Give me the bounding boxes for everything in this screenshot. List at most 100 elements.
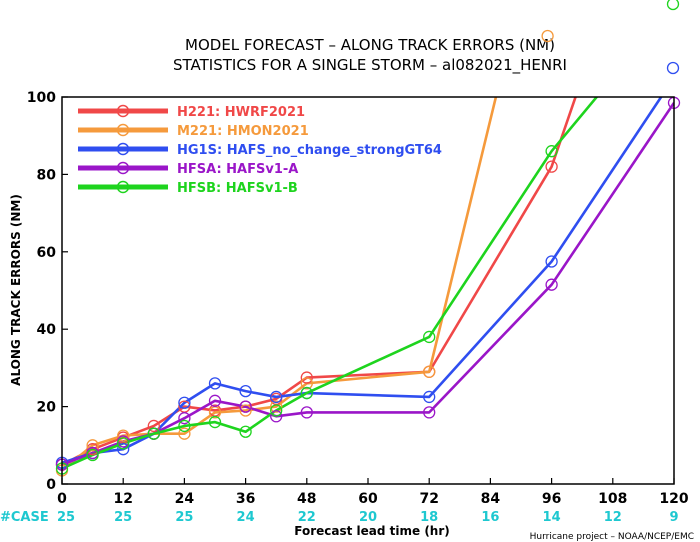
legend-marker — [116, 180, 130, 194]
legend-marker — [116, 104, 130, 118]
data-point-hfsb — [423, 330, 436, 344]
data-point-hg1s — [117, 443, 130, 456]
legend-marker — [116, 161, 130, 175]
legend-series-name: H221 — [177, 105, 215, 120]
x-tick-label: 36 — [236, 491, 255, 507]
data-point-hfsb — [147, 427, 160, 440]
data-point-hfsb — [208, 415, 222, 429]
series-line-h221 — [62, 97, 577, 466]
offscale-marker — [666, 0, 680, 11]
data-point-h221 — [545, 160, 558, 173]
data-point-hfsb — [545, 145, 558, 158]
data-point-hfsa — [178, 412, 191, 425]
x-tick-label: 84 — [481, 491, 501, 507]
y-tick-label: 100 — [27, 90, 56, 106]
data-point-hfsa — [300, 406, 313, 419]
plot-series — [62, 97, 674, 472]
data-point-hg1s — [423, 390, 436, 404]
x-tick-label: 48 — [297, 491, 316, 507]
y-axis-label: ALONG TRACK ERRORS (NM) — [9, 194, 23, 386]
y-tick-label: 0 — [46, 477, 56, 493]
x-tick-label: 0 — [57, 491, 67, 507]
series-line-hfsb — [62, 97, 599, 470]
data-point-hfsb — [239, 425, 252, 438]
case-count: 25 — [114, 510, 132, 525]
x-tick-label: 60 — [358, 491, 378, 507]
data-point-h221 — [300, 371, 313, 384]
case-count: 25 — [57, 510, 75, 525]
case-counts: 25 25 25 24 22 20 18 16 14 12 9 — [57, 510, 679, 525]
y-tick-label: 60 — [37, 245, 57, 261]
legend-label: HG1S: HAFS_no_change_strongGT64 — [177, 143, 442, 158]
case-count: 18 — [420, 510, 438, 525]
data-point-hfsa — [270, 410, 283, 423]
data-point-hfsb — [117, 437, 130, 450]
legend-series-name: HFSB — [177, 181, 216, 196]
legend-label: H221: HWRF2021 — [177, 105, 305, 120]
case-count: 20 — [359, 510, 377, 525]
data-point-hfsa — [208, 394, 222, 407]
offscale-markers — [541, 0, 680, 75]
chart-subtitle: STATISTICS FOR A SINGLE STORM – al082021… — [173, 56, 567, 75]
data-point-hfsb — [86, 448, 99, 462]
data-point-m221 — [239, 404, 252, 417]
data-point-hfsb — [270, 404, 283, 417]
x-tick-label: 24 — [175, 491, 195, 507]
case-count: 24 — [237, 510, 255, 525]
x-tick-label: 108 — [598, 491, 627, 507]
chart-legend: H221: HWRF2021 M221: HMON2021 HG1S: HAFS_n… — [78, 104, 442, 196]
data-point-hg1s — [270, 390, 283, 404]
y-tick-label: 80 — [37, 167, 57, 183]
case-count: 9 — [669, 510, 678, 525]
data-point-hfsb — [178, 419, 191, 433]
data-point-hfsa — [423, 406, 436, 419]
legend-marker — [116, 123, 130, 137]
x-axis-label: Forecast lead time (hr) — [294, 524, 450, 538]
data-point-m221 — [178, 427, 191, 440]
data-point-m221 — [117, 429, 130, 442]
data-point-hfsb — [300, 386, 313, 400]
x-tick-label: 120 — [659, 491, 688, 507]
x-tick-label: 72 — [419, 491, 438, 507]
x-axis-ticks: 0 12 24 36 48 60 72 84 96 108 120 — [57, 478, 689, 507]
legend-label: HFSA: HAFSv1-A — [177, 162, 298, 177]
series-line-m221 — [62, 97, 498, 472]
series-line-hg1s — [62, 97, 663, 464]
data-point-hg1s — [239, 384, 252, 398]
data-point-h221 — [147, 419, 160, 433]
data-point-m221 — [270, 400, 283, 413]
data-point-hfsa — [239, 400, 252, 413]
legend-series-desc: HWRF2021 — [225, 105, 305, 120]
y-axis-ticks: 0 20 40 60 80 100 — [27, 90, 68, 493]
legend-series-name: M221 — [177, 124, 217, 139]
data-point-hg1s — [178, 396, 191, 409]
case-count: 22 — [298, 510, 316, 525]
case-count: 25 — [175, 510, 193, 525]
data-point-hg1s — [208, 377, 222, 390]
legend-label: HFSB: HAFSv1-B — [177, 181, 298, 196]
data-point-hfsa — [545, 278, 558, 291]
y-tick-label: 40 — [37, 322, 57, 338]
legend-label: M221: HMON2021 — [177, 124, 309, 139]
offscale-marker — [541, 29, 554, 43]
case-count: 16 — [481, 510, 499, 525]
legend-series-desc: HMON2021 — [227, 124, 309, 139]
legend-marker — [116, 142, 130, 156]
data-point-m221 — [423, 365, 436, 378]
case-count: 14 — [543, 510, 561, 525]
footer-credit: Hurricane project – NOAA/NCEP/EMC — [530, 532, 694, 542]
legend-series-desc: HAFSv1-B — [226, 181, 298, 196]
case-count: 12 — [604, 510, 622, 525]
case-label: #CASE — [0, 510, 49, 525]
y-tick-label: 20 — [37, 400, 57, 416]
chart-title: MODEL FORECAST – ALONG TRACK ERRORS (NM) — [185, 36, 555, 54]
legend-series-desc: HAFS_no_change_strongGT64 — [227, 143, 442, 158]
legend-series-name: HG1S — [177, 143, 217, 158]
data-point-m221 — [300, 377, 313, 390]
x-tick-label: 96 — [542, 491, 561, 507]
data-point-h221 — [86, 443, 99, 456]
legend-series-desc: HAFSv1-A — [226, 162, 298, 177]
data-point-m221 — [86, 439, 99, 452]
data-point-hg1s — [545, 255, 558, 268]
